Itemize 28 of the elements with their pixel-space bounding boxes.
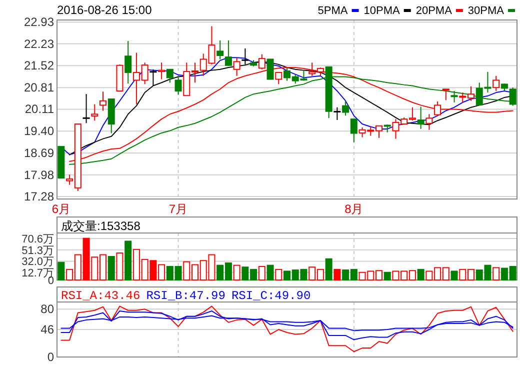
- y-tick-label: 80: [40, 302, 54, 316]
- y-tick-label: 20.11: [24, 102, 54, 116]
- y-tick-label: 70.6万: [22, 234, 54, 246]
- text: 成交量:153358: [61, 219, 141, 233]
- legend-label: 10PMA: [364, 5, 400, 17]
- y-tick-label: 20.81: [24, 80, 54, 95]
- y-tick-label: 0: [47, 350, 54, 364]
- x-tick-label: 7月: [168, 202, 188, 216]
- y-tick-label: 19.40: [24, 124, 54, 138]
- y-tick-label: 32.0万: [22, 256, 54, 268]
- series-label: RSI_A:43.46: [61, 289, 140, 303]
- y-tick-label: 21.52: [24, 58, 54, 73]
- x-tick-label: 8月: [344, 202, 364, 216]
- series-label: RSI_B:47.99: [146, 289, 226, 303]
- y-tick-label: 22.93: [24, 15, 54, 30]
- x-tick-label: 6月: [52, 202, 71, 216]
- y-tick-label: 51.3万: [22, 244, 54, 257]
- y-tick-label: 17.98: [24, 168, 54, 182]
- legend-label: 20PMA: [416, 5, 453, 17]
- series-label: RSI_C:49.90: [231, 289, 311, 303]
- y-tick-label: 17.28: [24, 190, 54, 204]
- y-tick-label: 18.69: [24, 146, 54, 160]
- legend-label: 5PMA: [318, 5, 348, 17]
- y-tick-label: 46: [40, 322, 54, 336]
- chart-title: 2016-08-26 15:00: [57, 3, 152, 17]
- legend-label: 30PMA: [468, 5, 505, 17]
- y-tick-label: 0: [48, 275, 54, 287]
- y-tick-label: 22.23: [24, 36, 54, 51]
